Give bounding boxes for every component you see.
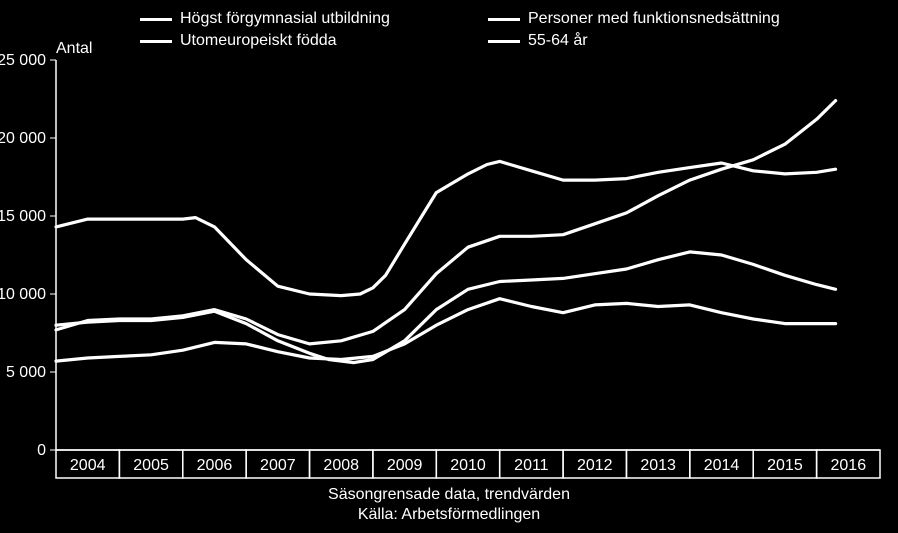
legend-label: 55-64 år — [528, 32, 588, 50]
legend-item: Personer med funktionsnedsättning — [488, 8, 808, 30]
svg-text:2014: 2014 — [704, 457, 740, 474]
caption-line-1: Säsongrensade data, trendvärden — [0, 485, 898, 505]
svg-text:2013: 2013 — [640, 457, 676, 474]
legend-item: 55-64 år — [488, 30, 808, 52]
legend-swatch — [140, 18, 172, 21]
svg-text:2006: 2006 — [197, 457, 233, 474]
caption-line-2: Källa: Arbetsförmedlingen — [0, 505, 898, 525]
y-axis-title: Antal — [56, 40, 92, 58]
svg-text:2011: 2011 — [514, 457, 549, 474]
legend-swatch — [488, 40, 520, 43]
svg-text:2008: 2008 — [323, 457, 359, 474]
svg-text:15 000: 15 000 — [0, 208, 46, 225]
svg-text:25 000: 25 000 — [0, 52, 46, 69]
svg-text:2012: 2012 — [577, 457, 613, 474]
svg-text:0: 0 — [37, 442, 46, 459]
legend: Högst förgymnasial utbildning Personer m… — [140, 8, 860, 52]
svg-text:20 000: 20 000 — [0, 130, 46, 147]
legend-label: Personer med funktionsnedsättning — [528, 10, 780, 28]
legend-item: Utomeuropeiskt födda — [140, 30, 460, 52]
legend-label: Utomeuropeiskt födda — [180, 32, 337, 50]
svg-text:2007: 2007 — [260, 457, 296, 474]
legend-label: Högst förgymnasial utbildning — [180, 10, 390, 28]
chart-caption: Säsongrensade data, trendvärden Källa: A… — [0, 485, 898, 525]
chart-container: Högst förgymnasial utbildning Personer m… — [0, 0, 898, 533]
legend-item: Högst förgymnasial utbildning — [140, 8, 460, 30]
svg-text:2015: 2015 — [767, 457, 803, 474]
svg-text:2010: 2010 — [450, 457, 486, 474]
svg-text:2005: 2005 — [133, 457, 169, 474]
svg-text:5 000: 5 000 — [6, 364, 46, 381]
svg-text:2016: 2016 — [831, 457, 867, 474]
legend-swatch — [140, 40, 172, 43]
svg-text:10 000: 10 000 — [0, 286, 46, 303]
svg-text:2009: 2009 — [387, 457, 423, 474]
legend-swatch — [488, 18, 520, 21]
line-chart: 0 5 000 10 000 15 000 20 000 25 000 2004 2005 20… — [0, 0, 898, 533]
svg-text:2004: 2004 — [70, 457, 106, 474]
